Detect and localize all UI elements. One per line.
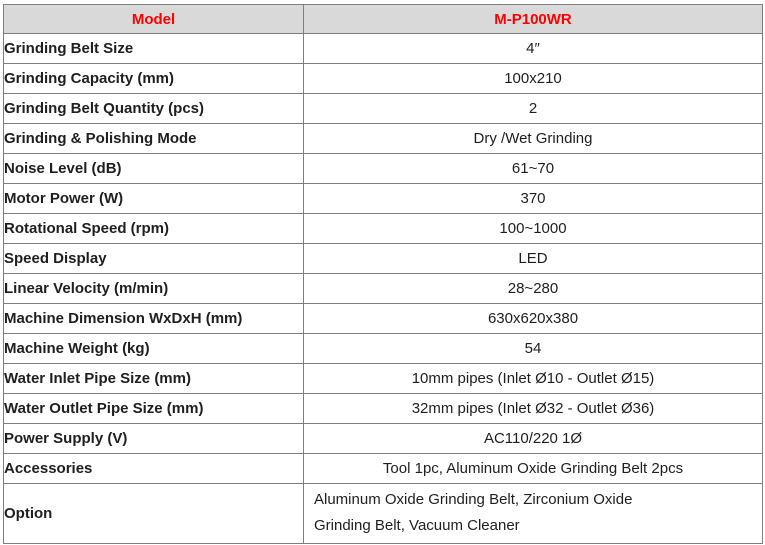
spec-value-grinding-belt-quantity: 2 bbox=[303, 93, 763, 124]
spec-label-water-inlet-pipe-size: Water Inlet Pipe Size (mm) bbox=[3, 363, 304, 394]
table-row: Speed Display LED bbox=[3, 243, 763, 274]
spec-value-accessories: Tool 1pc, Aluminum Oxide Grinding Belt 2… bbox=[303, 453, 763, 484]
table-row: Motor Power (W) 370 bbox=[3, 183, 763, 214]
table-row: Option Aluminum Oxide Grinding Belt, Zir… bbox=[3, 483, 763, 544]
spec-label-grinding-polishing-mode: Grinding & Polishing Mode bbox=[3, 123, 304, 154]
spec-value-linear-velocity: 28~280 bbox=[303, 273, 763, 304]
spec-value-water-inlet-pipe-size: 10mm pipes (Inlet Ø10 - Outlet Ø15) bbox=[303, 363, 763, 394]
spec-label-linear-velocity: Linear Velocity (m/min) bbox=[3, 273, 304, 304]
spec-label-accessories: Accessories bbox=[3, 453, 304, 484]
table-row: Machine Dimension WxDxH (mm) 630x620x380 bbox=[3, 303, 763, 334]
spec-value-power-supply: AC110/220 1Ø bbox=[303, 423, 763, 454]
table-row: Rotational Speed (rpm) 100~1000 bbox=[3, 213, 763, 244]
spec-value-grinding-belt-size: 4″ bbox=[303, 33, 763, 64]
spec-value-machine-weight: 54 bbox=[303, 333, 763, 364]
spec-value-noise-level: 61~70 bbox=[303, 153, 763, 184]
option-line-2: Grinding Belt, Vacuum Cleaner bbox=[314, 516, 520, 534]
table-row: Water Inlet Pipe Size (mm) 10mm pipes (I… bbox=[3, 363, 763, 394]
spec-label-machine-dimension: Machine Dimension WxDxH (mm) bbox=[3, 303, 304, 334]
table-header-row: Model M-P100WR bbox=[3, 4, 763, 34]
spec-value-water-outlet-pipe-size: 32mm pipes (Inlet Ø32 - Outlet Ø36) bbox=[303, 393, 763, 424]
table-row: Machine Weight (kg) 54 bbox=[3, 333, 763, 364]
spec-label-noise-level: Noise Level (dB) bbox=[3, 153, 304, 184]
table-row: Grinding Belt Size 4″ bbox=[3, 33, 763, 64]
spec-label-motor-power: Motor Power (W) bbox=[3, 183, 304, 214]
spec-label-grinding-capacity: Grinding Capacity (mm) bbox=[3, 63, 304, 94]
table-row: Linear Velocity (m/min) 28~280 bbox=[3, 273, 763, 304]
spec-value-rotational-speed: 100~1000 bbox=[303, 213, 763, 244]
model-value-header-cell: M-P100WR bbox=[303, 4, 763, 34]
model-header-cell: Model bbox=[3, 4, 304, 34]
spec-label-rotational-speed: Rotational Speed (rpm) bbox=[3, 213, 304, 244]
table-row: Noise Level (dB) 61~70 bbox=[3, 153, 763, 184]
spec-label-power-supply: Power Supply (V) bbox=[3, 423, 304, 454]
spec-value-grinding-polishing-mode: Dry /Wet Grinding bbox=[303, 123, 763, 154]
spec-value-option: Aluminum Oxide Grinding Belt, Zirconium … bbox=[303, 483, 763, 544]
option-line-1: Aluminum Oxide Grinding Belt, Zirconium … bbox=[314, 491, 633, 508]
spec-label-grinding-belt-quantity: Grinding Belt Quantity (pcs) bbox=[3, 93, 304, 124]
spec-value-machine-dimension: 630x620x380 bbox=[303, 303, 763, 334]
spec-value-grinding-capacity: 100x210 bbox=[303, 63, 763, 94]
spec-label-machine-weight: Machine Weight (kg) bbox=[3, 333, 304, 364]
table-row: Grinding Capacity (mm) 100x210 bbox=[3, 63, 763, 94]
table-row: Grinding Belt Quantity (pcs) 2 bbox=[3, 93, 763, 124]
table-row: Power Supply (V) AC110/220 1Ø bbox=[3, 423, 763, 454]
table-row: Grinding & Polishing Mode Dry /Wet Grind… bbox=[3, 123, 763, 154]
spec-label-option: Option bbox=[3, 483, 304, 544]
spec-value-motor-power: 370 bbox=[303, 183, 763, 214]
product-spec-table: Model M-P100WR Grinding Belt Size 4″ Gri… bbox=[3, 4, 763, 544]
spec-value-speed-display: LED bbox=[303, 243, 763, 274]
spec-label-water-outlet-pipe-size: Water Outlet Pipe Size (mm) bbox=[3, 393, 304, 424]
table-row: Water Outlet Pipe Size (mm) 32mm pipes (… bbox=[3, 393, 763, 424]
table-row: Accessories Tool 1pc, Aluminum Oxide Gri… bbox=[3, 453, 763, 484]
spec-label-speed-display: Speed Display bbox=[3, 243, 304, 274]
spec-label-grinding-belt-size: Grinding Belt Size bbox=[3, 33, 304, 64]
